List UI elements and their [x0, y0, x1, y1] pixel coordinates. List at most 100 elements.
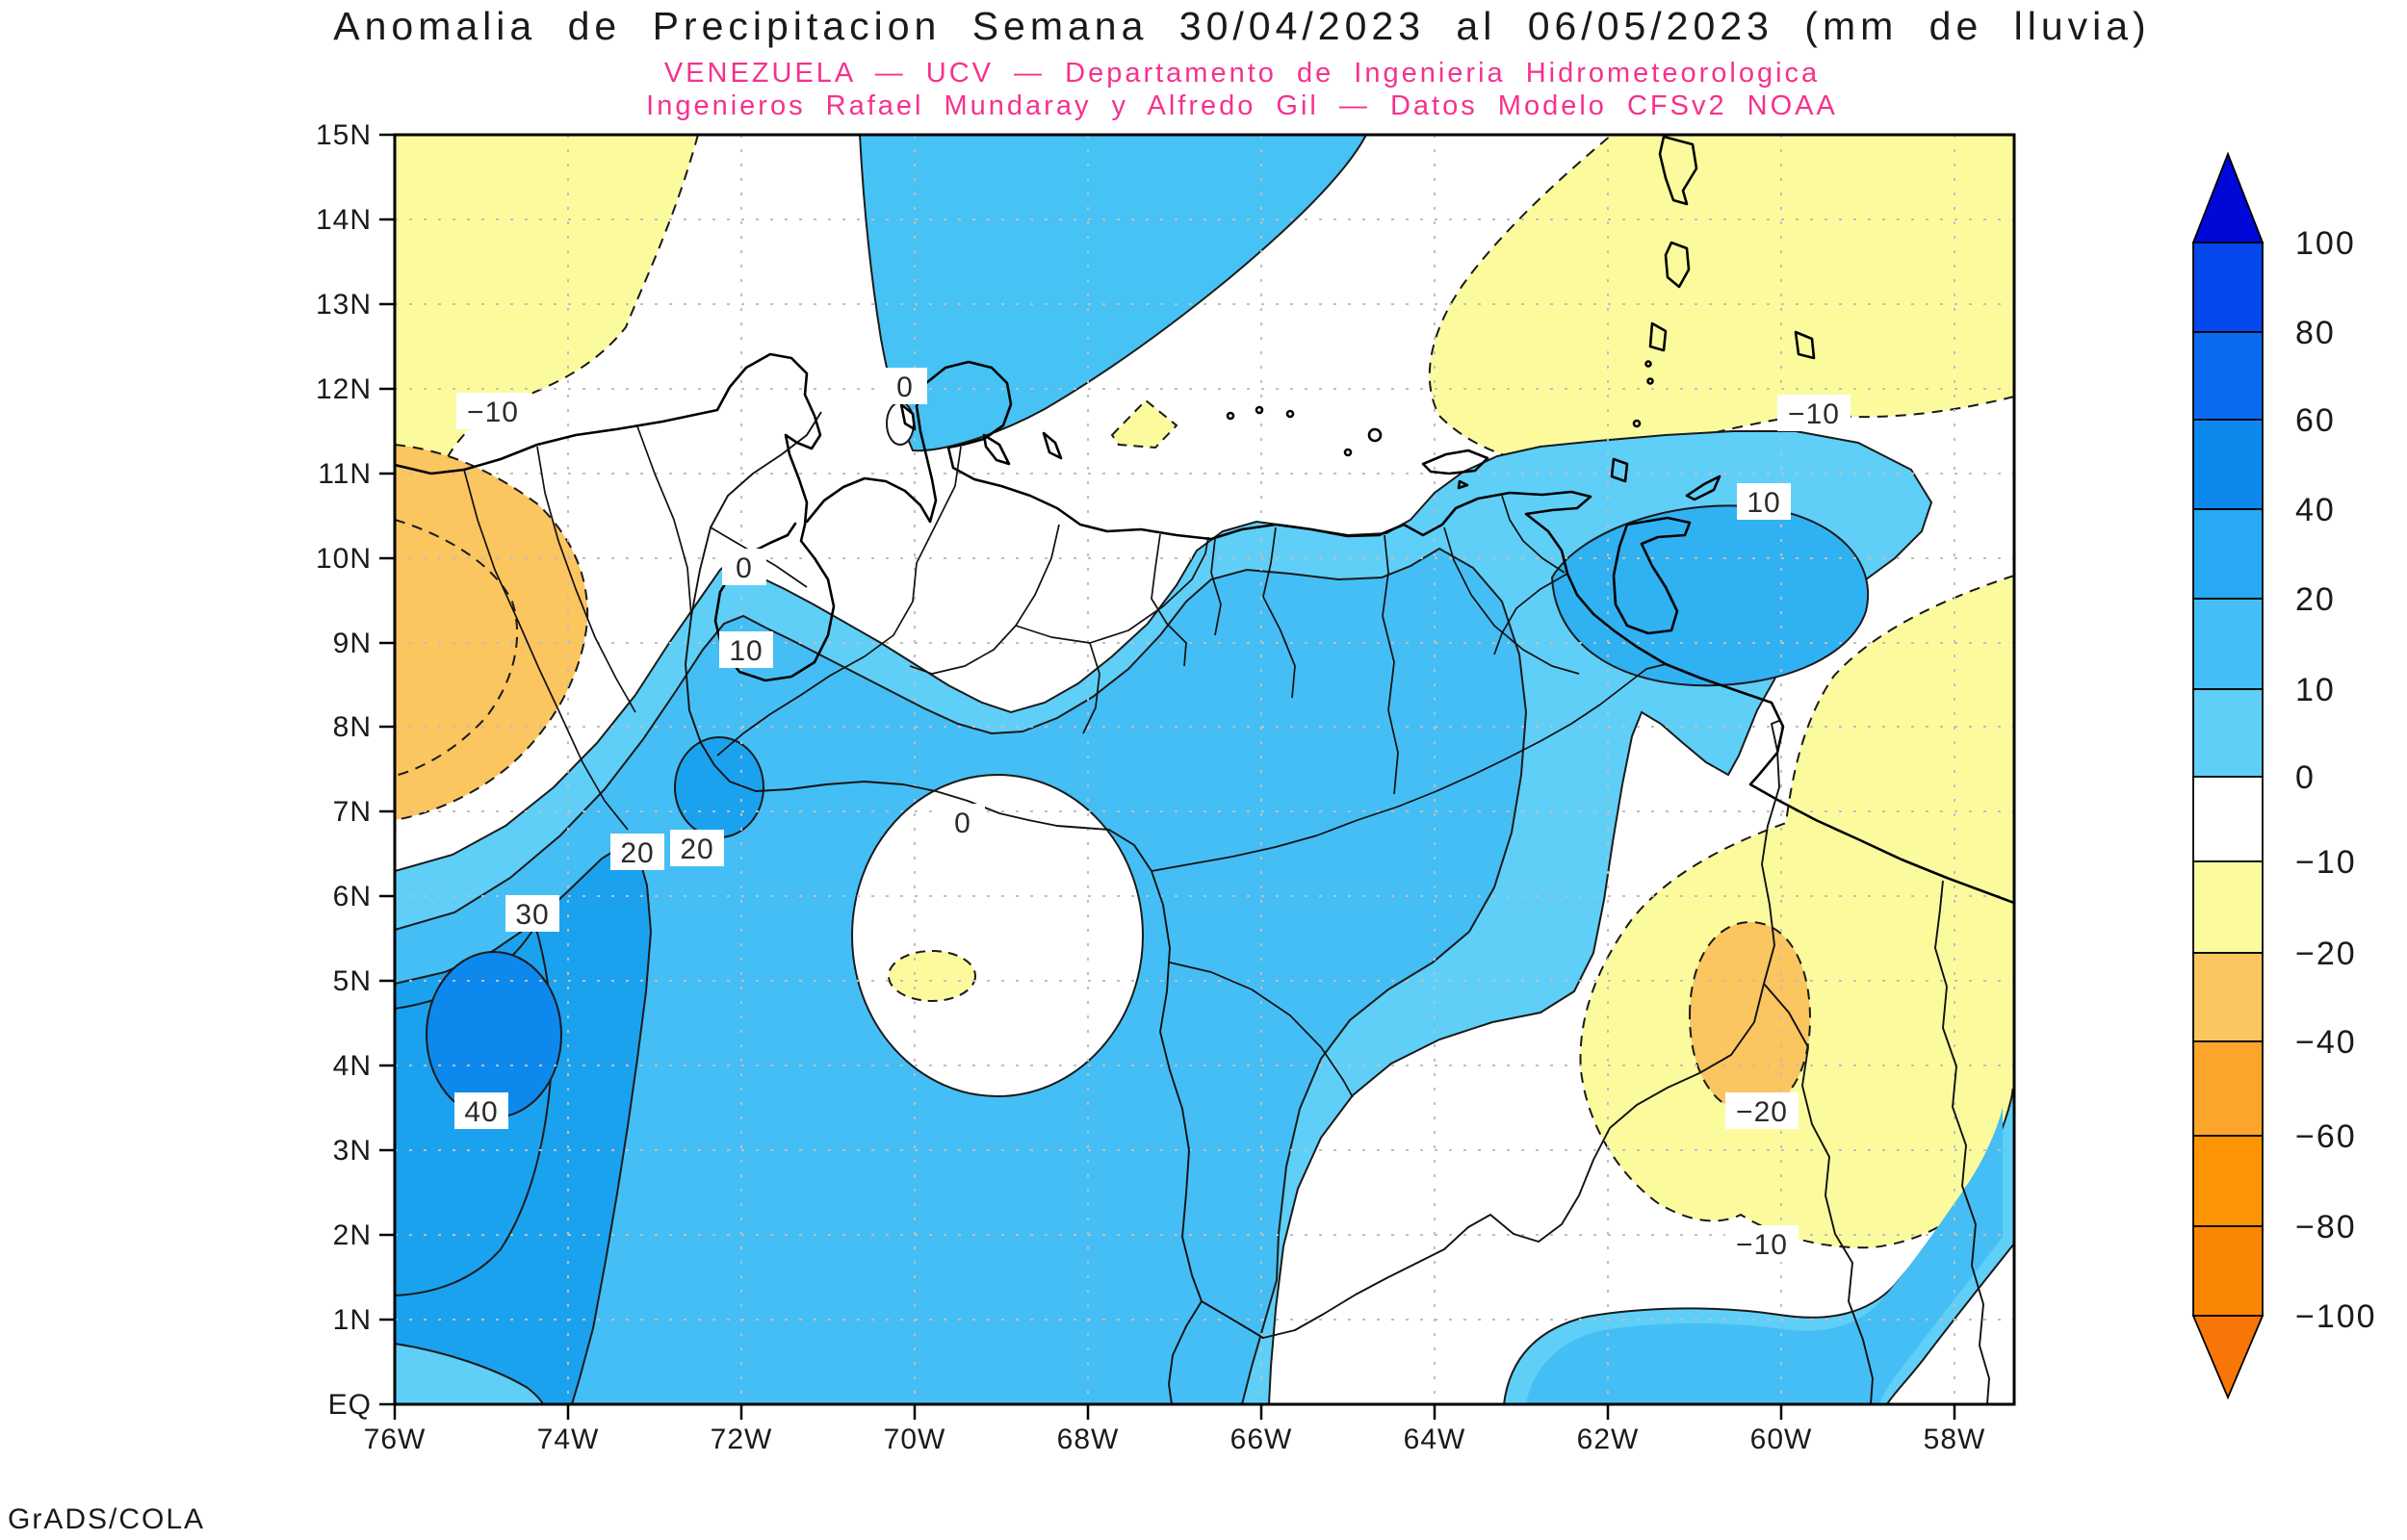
svg-text:10: 10 [2295, 672, 2336, 708]
svg-text:−20: −20 [2295, 936, 2357, 972]
curacao-island [982, 433, 1011, 466]
svg-text:10: 10 [729, 635, 763, 667]
axis-ticks [379, 133, 1956, 1420]
contour-label: 10 [1737, 483, 1791, 520]
grenadines-islet [1644, 360, 1652, 368]
martinique-island [1664, 241, 1691, 289]
grenada-island [1610, 457, 1629, 483]
margarita-island [1421, 449, 1489, 475]
bonaire-island [1042, 431, 1063, 460]
lesser-antilles [1610, 135, 1816, 483]
colorbar-arrow-bottom [2191, 1315, 2265, 1400]
svg-text:12N: 12N [316, 373, 372, 405]
contour-10-main [395, 547, 1528, 1404]
contour-label: 0 [722, 549, 766, 585]
essequibo-line [1934, 880, 1990, 1404]
svg-text:60: 60 [2295, 402, 2336, 439]
colorbar-arrow-top [2191, 151, 2265, 244]
svg-text:−10: −10 [1788, 398, 1840, 430]
barbados-island [1794, 330, 1816, 360]
svg-text:EQ: EQ [328, 1389, 372, 1421]
contour-label: 20 [670, 830, 724, 866]
negative-core-east [1688, 920, 1812, 1114]
svg-text:−60: −60 [2295, 1118, 2357, 1155]
svg-text:20: 20 [620, 837, 654, 869]
venezuela-brazil-border [1201, 983, 1765, 1339]
svg-text:68W: 68W [1057, 1424, 1120, 1455]
svg-text:−40: −40 [2295, 1024, 2357, 1061]
svg-text:1N: 1N [333, 1304, 372, 1336]
svg-text:15N: 15N [316, 119, 372, 151]
svg-text:58W: 58W [1924, 1424, 1986, 1455]
svg-text:0: 0 [736, 552, 753, 584]
tobago-island [1685, 475, 1721, 501]
svg-text:−10: −10 [1736, 1229, 1788, 1261]
svg-text:0: 0 [2295, 759, 2316, 796]
lon-axis-labels: 76W 74W 72W 70W 68W 66W 64W 62W 60W 58W [364, 1424, 1986, 1455]
svg-text:64W: 64W [1404, 1424, 1466, 1455]
positive-region-southeast-inner [1526, 1107, 2003, 1404]
trinidad-island [1612, 516, 1692, 635]
svg-text:62W: 62W [1577, 1424, 1640, 1455]
contour-label: −10 [1777, 395, 1851, 431]
dominica-island [1658, 135, 1698, 206]
venezuela-guyana-border [1761, 719, 1782, 985]
svg-text:−80: −80 [2295, 1209, 2357, 1245]
svg-text:0: 0 [954, 808, 971, 839]
svg-text:3N: 3N [333, 1135, 372, 1167]
svg-text:−100: −100 [2295, 1298, 2377, 1335]
grid-lines [395, 135, 2014, 1404]
negative-spot-oval [888, 950, 976, 1002]
positive-cell-20 [674, 736, 764, 838]
svg-text:66W: 66W [1230, 1424, 1293, 1455]
contour-label: 40 [454, 1092, 508, 1129]
border-layer [463, 411, 1990, 1404]
lat-axis-labels: 15N 14N 13N 12N 11N 10N 9N 8N 7N 6N 5N 4… [316, 119, 372, 1421]
svg-text:100: 100 [2295, 225, 2356, 262]
guyana-brazil-border [1763, 983, 1874, 1404]
svg-text:20: 20 [680, 834, 713, 865]
venezuela-colombia-border [685, 411, 1203, 1404]
contour-label: −10 [1725, 1225, 1799, 1262]
positive-cell-10-northeast [1550, 504, 1870, 687]
contour-label: 0 [941, 804, 985, 840]
svg-text:30: 30 [515, 899, 549, 931]
zero-cell-paraguana [886, 401, 915, 446]
map-frame [393, 133, 2016, 1406]
svg-text:−10: −10 [2295, 844, 2357, 881]
svg-text:60W: 60W [1750, 1424, 1813, 1455]
contour-minus30-northwest [395, 519, 519, 777]
coche-island [1457, 479, 1469, 490]
aruba-island [899, 402, 917, 431]
svg-text:10: 10 [1747, 487, 1780, 519]
svg-text:7N: 7N [333, 796, 372, 828]
negative-region-northwest [395, 135, 698, 840]
negative-region-east [1580, 576, 2014, 1248]
svg-text:11N: 11N [318, 458, 372, 490]
contour-label: 10 [719, 631, 773, 668]
zero-band-oval [851, 774, 1144, 1097]
svg-text:76W: 76W [364, 1424, 427, 1455]
contour-label: 0 [883, 368, 927, 404]
svg-text:5N: 5N [333, 965, 372, 997]
svg-text:0: 0 [896, 372, 914, 403]
contour-minus20-northwest [395, 444, 589, 821]
colorbar-labels: 100 80 60 40 20 10 0 −10 −20 −40 −60 −80… [2295, 225, 2377, 1335]
colorbar [2191, 151, 2265, 1400]
contour-label: 30 [505, 895, 559, 932]
contour-fill-layer [395, 135, 2014, 1404]
svg-text:8N: 8N [333, 711, 372, 743]
svg-text:40: 40 [464, 1096, 498, 1128]
svg-text:6N: 6N [333, 881, 372, 912]
svg-text:40: 40 [2295, 492, 2336, 528]
contour-minus10-east [1579, 575, 2014, 1249]
state-borders [463, 425, 1667, 1098]
svg-text:72W: 72W [711, 1424, 773, 1455]
contour-label: −20 [1725, 1092, 1799, 1129]
svg-text:74W: 74W [537, 1424, 600, 1455]
contour-labels: −10 0 −10 10 0 10 20 20 30 0 40 −20 −10 [454, 368, 1851, 1262]
svg-text:4N: 4N [333, 1050, 372, 1082]
svg-text:−10: −10 [467, 397, 519, 428]
